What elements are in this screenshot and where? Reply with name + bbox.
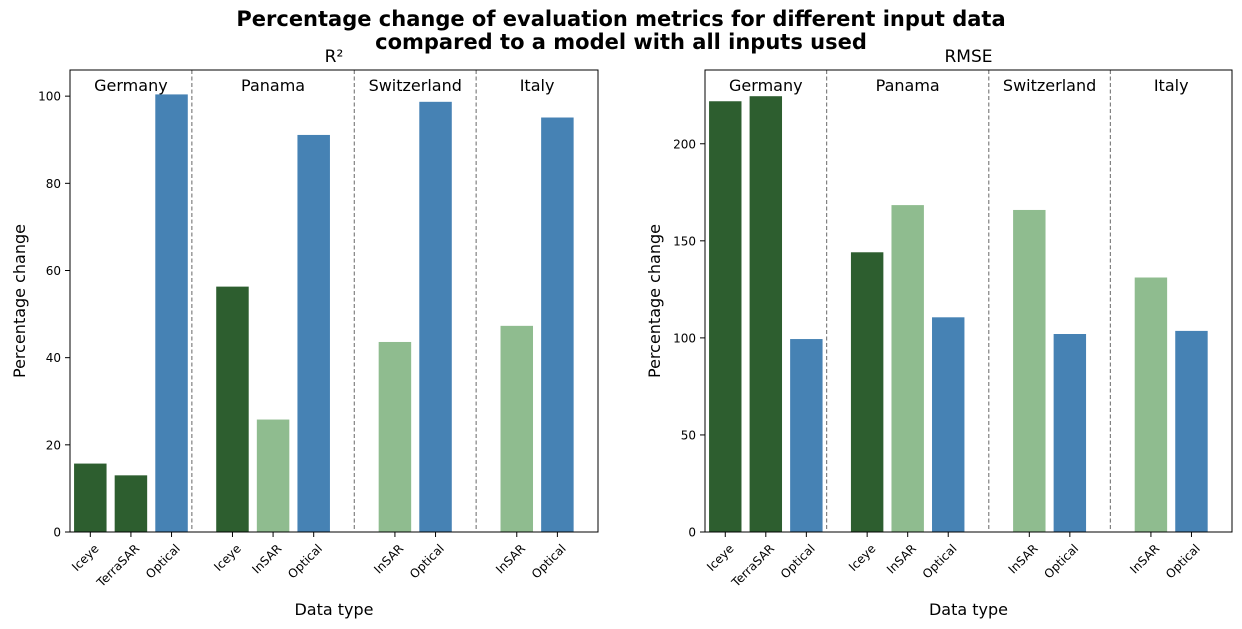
chart-title: R² <box>325 47 344 67</box>
y-tick-label: 60 <box>46 264 61 278</box>
group-label: Italy <box>1154 76 1189 95</box>
x-tick-label: Optical <box>920 541 960 581</box>
bar-insar <box>1134 277 1168 532</box>
x-axis-label: Data type <box>294 600 373 619</box>
x-tick-label: InSAR <box>1127 541 1162 576</box>
bar-insar <box>1013 209 1046 533</box>
bar-optical <box>932 317 965 532</box>
group-label: Panama <box>876 76 940 95</box>
x-tick-label: Optical <box>1163 541 1203 581</box>
x-axis-label: Data type <box>929 600 1008 619</box>
bar-iceye <box>74 463 107 532</box>
x-tick-label: Iceye <box>211 541 244 574</box>
x-tick-label: InSAR <box>1006 541 1041 576</box>
bar-insar <box>378 341 412 532</box>
y-tick-label: 50 <box>681 428 696 442</box>
bar-optical <box>1175 330 1208 532</box>
bar-optical <box>541 117 574 533</box>
y-tick-label: 20 <box>46 438 61 452</box>
bar-insar <box>891 205 924 532</box>
bar-terrasar <box>114 475 148 532</box>
y-tick-label: 100 <box>673 331 696 345</box>
x-tick-label: InSAR <box>493 541 528 576</box>
x-tick-label: Optical <box>285 541 325 581</box>
bar-optical <box>790 339 823 532</box>
x-tick-label: Optical <box>1041 541 1081 581</box>
group-label: Switzerland <box>1003 76 1096 95</box>
x-tick-label: Iceye <box>846 541 879 574</box>
bar-optical <box>297 134 330 532</box>
group-label: Italy <box>520 76 555 95</box>
y-tick-label: 100 <box>38 90 61 104</box>
x-tick-label: TerraSAR <box>93 541 142 590</box>
x-tick-label: Iceye <box>704 541 737 574</box>
bar-iceye <box>216 286 249 532</box>
x-tick-label: Optical <box>778 541 818 581</box>
bar-iceye <box>850 252 884 532</box>
x-tick-label: InSAR <box>884 541 919 576</box>
bar-optical <box>419 101 452 532</box>
y-tick-label: 150 <box>673 234 696 248</box>
y-tick-label: 80 <box>46 177 61 191</box>
bar-optical <box>1053 334 1087 532</box>
x-tick-label: InSAR <box>249 541 284 576</box>
y-axis-label: Percentage change <box>10 224 29 378</box>
bar-optical <box>155 94 188 533</box>
group-label: Switzerland <box>369 76 462 95</box>
bar-terrasar <box>749 96 783 533</box>
y-tick-label: 0 <box>688 526 696 540</box>
x-tick-label: Iceye <box>69 541 102 574</box>
x-tick-label: TerraSAR <box>728 541 777 590</box>
figure-title-line-1: Percentage change of evaluation metrics … <box>236 7 1006 31</box>
chart-title: RMSE <box>944 47 992 67</box>
y-tick-label: 0 <box>53 526 61 540</box>
bar-insar <box>256 419 290 532</box>
figure-title-line-2: compared to a model with all inputs used <box>375 30 867 54</box>
plot-frame <box>704 69 1233 533</box>
y-tick-label: 40 <box>46 351 61 365</box>
x-tick-label: Optical <box>407 541 447 581</box>
y-axis-label: Percentage change <box>645 224 664 378</box>
x-tick-label: Optical <box>529 541 569 581</box>
group-label: Panama <box>241 76 305 95</box>
x-tick-label: Optical <box>143 541 183 581</box>
group-label: Germany <box>94 76 168 95</box>
plot-frame <box>69 69 599 533</box>
bar-insar <box>500 325 534 532</box>
y-tick-label: 200 <box>673 137 696 151</box>
bar-iceye <box>709 101 742 533</box>
group-label: Germany <box>729 76 803 95</box>
x-tick-label: InSAR <box>371 541 406 576</box>
